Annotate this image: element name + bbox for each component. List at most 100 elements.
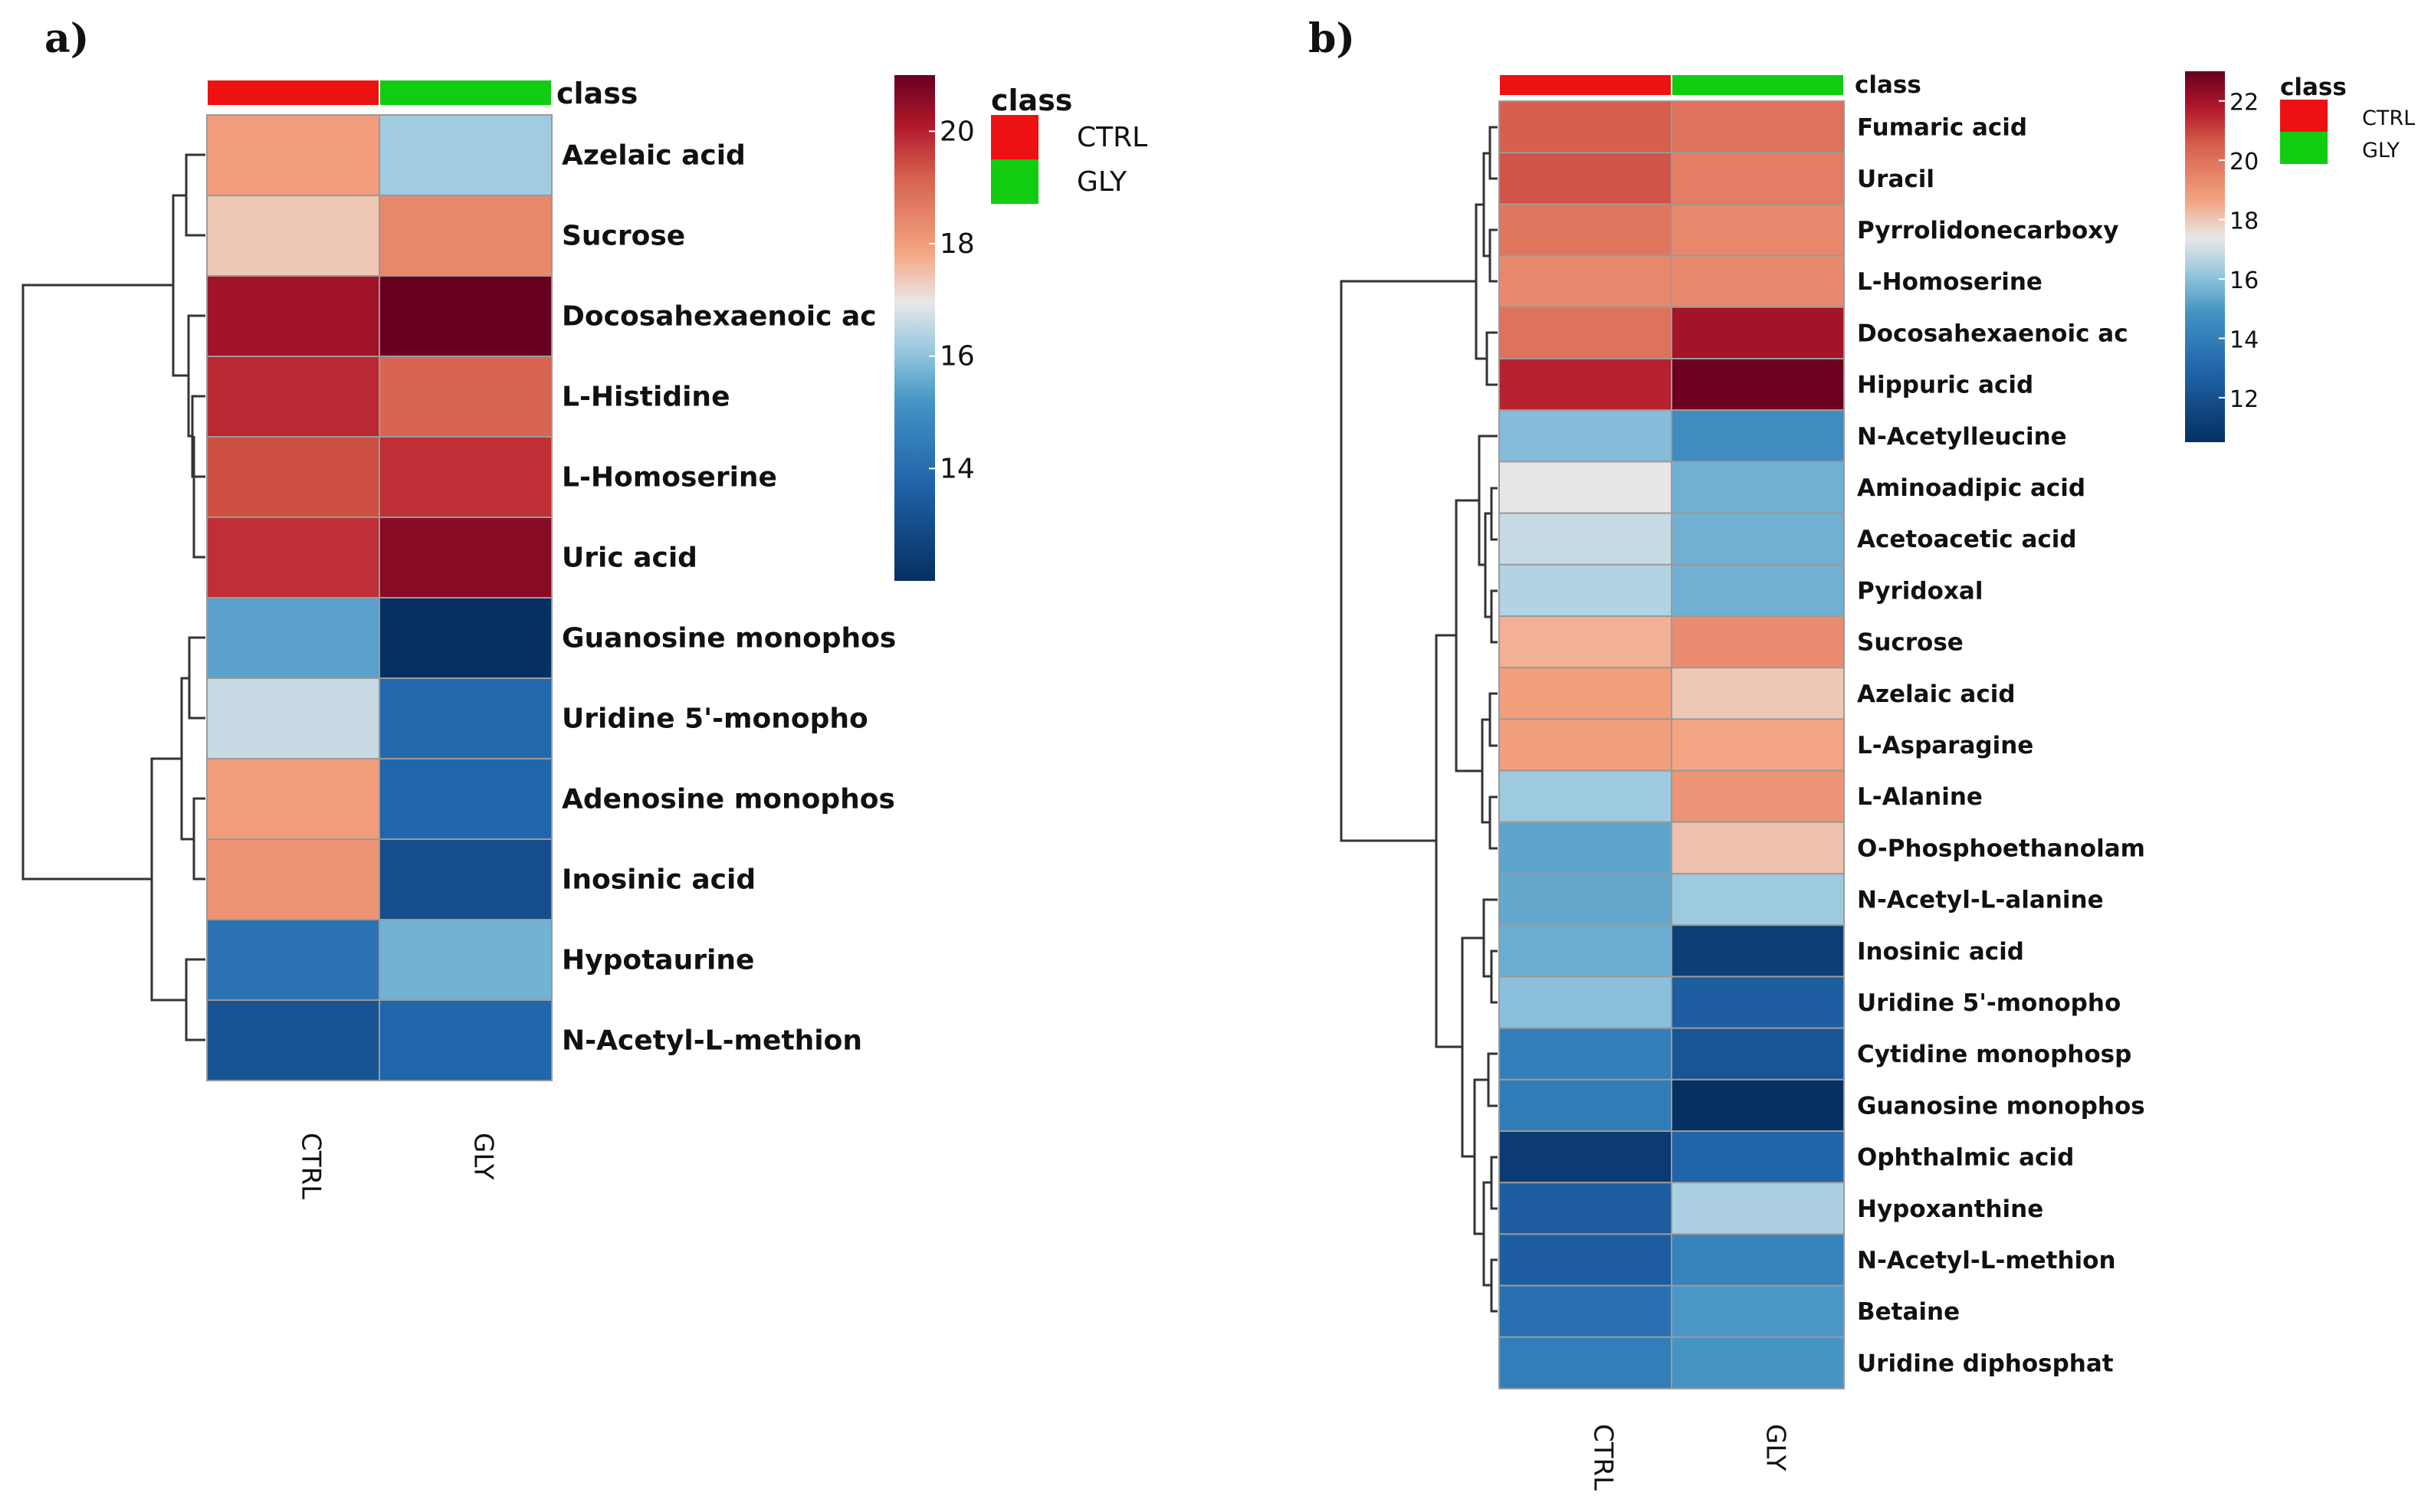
row-label: N-Acetyl-L-methion [562,1025,862,1057]
dendrogram-branch [1490,950,1498,1004]
panel-b-class-track-title: class [1855,71,1921,99]
dendrogram-branch [1490,589,1498,644]
row-label: Docosahexaenoic ac [1857,320,2128,347]
heatmap-cell [1498,1027,1672,1081]
color-scale-tick-label: 12 [2229,386,2259,413]
heatmap-cell [206,999,380,1081]
heatmap-cell [379,597,553,679]
heatmap-cell [206,597,380,679]
heatmap-cell [1498,924,1672,978]
dendrogram-branch [187,314,205,438]
heatmap-cell [1498,512,1672,566]
heatmap-cell [1671,1182,1845,1235]
column-label: GLY [468,1133,499,1180]
column-label: GLY [1760,1424,1791,1471]
row-label: N-Acetyl-L-alanine [1857,887,2104,914]
heatmap-cell [206,677,380,759]
heatmap-cell [1671,203,1845,257]
row-label: Hypoxanthine [1857,1195,2043,1223]
heatmap-cell [1498,254,1672,308]
dendrogram-branch [1473,1078,1488,1235]
panel-b-color-scale-bar [2185,71,2225,442]
dendrogram-branch [1475,203,1487,360]
row-label: Uric acid [562,543,697,574]
panel-b-column-labels: CTRL GLY [1588,1424,1791,1491]
dendrogram-branch [1435,634,1462,1048]
heatmap-cell [1498,306,1672,359]
row-label: Inosinic acid [1857,938,2024,966]
row-label: Uridine 5'-monopho [562,704,868,735]
heatmap-cell [1498,976,1672,1029]
color-scale-tick-label: 20 [2229,149,2259,175]
row-label: N-Acetyl-L-methion [1857,1247,2116,1274]
color-scale-tick-label: 16 [2229,267,2259,294]
row-label: Sucrose [1857,629,1964,657]
row-label: Guanosine monophos [1857,1092,2145,1120]
heatmap-cell [1671,821,1845,875]
dendrogram-branch [1488,126,1498,180]
panel-b-row-labels: Fumaric acid Uracil Pyrrolidonecarboxy L-Ho… [1857,114,2145,1378]
panel-a-row-labels: Azelaic acid Sucrose Docosahexaenoic ac L-H… [562,140,896,1057]
row-label: Azelaic acid [562,140,746,172]
dendrogram-branch [1487,1052,1498,1107]
heatmap-cell [1671,873,1845,927]
class-track-cell-ctrl [1498,74,1672,97]
dendrogram-branch [1488,795,1498,850]
row-label: Azelaic acid [1857,681,2016,708]
heatmap-cell [206,356,380,438]
dendrogram-branch [180,677,194,841]
heatmap-cell [1671,1130,1845,1184]
class-legend-swatch-ctrl [2280,100,2328,132]
class-track-cell-ctrl [206,79,380,107]
class-legend-label: GLY [2362,139,2400,162]
dendrogram-branch [1461,936,1484,1158]
row-label: L-Histidine [562,382,730,413]
heatmap-cell [1498,100,1672,154]
heatmap-cell [1498,667,1672,720]
class-legend-swatch-gly [991,159,1038,204]
row-label: Hippuric acid [1857,372,2033,399]
heatmap-cell [379,919,553,1001]
row-label: Uridine 5'-monopho [1857,989,2121,1017]
class-legend-label: CTRL [2362,107,2415,130]
row-label: L-Alanine [1857,783,1983,811]
row-label: Inosinic acid [562,864,756,896]
dendrogram-branch [1488,228,1498,283]
heatmap-cell [1498,358,1672,412]
heatmap-cell [206,114,380,196]
heatmap-cell [1671,1233,1845,1287]
heatmap-cell [1671,924,1845,978]
dendrogram-branch [1488,692,1498,747]
dendrogram-branch [1340,280,1476,842]
heatmap-cell [379,838,553,920]
heatmap-cell [379,436,553,518]
heatmap-cell [206,517,380,599]
class-legend-swatch-gly [2280,132,2328,164]
row-label: Sucrose [562,221,685,252]
column-label: CTRL [1588,1424,1619,1491]
heatmap-cell [206,195,380,277]
row-label: Guanosine monophos [562,623,896,654]
heatmap-cell [1671,358,1845,412]
heatmap-cell [1671,667,1845,720]
heatmap-cell [1498,152,1672,205]
panel-a-label: a) [44,15,89,62]
heatmap-cell [379,999,553,1081]
row-label: Pyridoxal [1857,577,1983,605]
heatmap-cell [206,838,380,920]
heatmap-cell [1671,976,1845,1029]
heatmap-cell [1671,1336,1845,1390]
dendrogram-branch [21,284,167,881]
heatmap-cell [206,919,380,1001]
row-label: Docosahexaenoic ac [562,301,877,333]
row-label: Adenosine monophos [562,784,895,815]
heatmap-cell [1671,254,1845,308]
row-label: Cytidine monophosp [1857,1041,2131,1068]
heatmap-cell [1671,409,1845,463]
class-legend-title: class [991,84,1072,117]
class-track-cell-gly [1671,74,1845,97]
heatmap-cell [379,677,553,759]
heatmap-cell [206,436,380,518]
panel-a-column-labels: CTRL GLY [296,1133,499,1199]
